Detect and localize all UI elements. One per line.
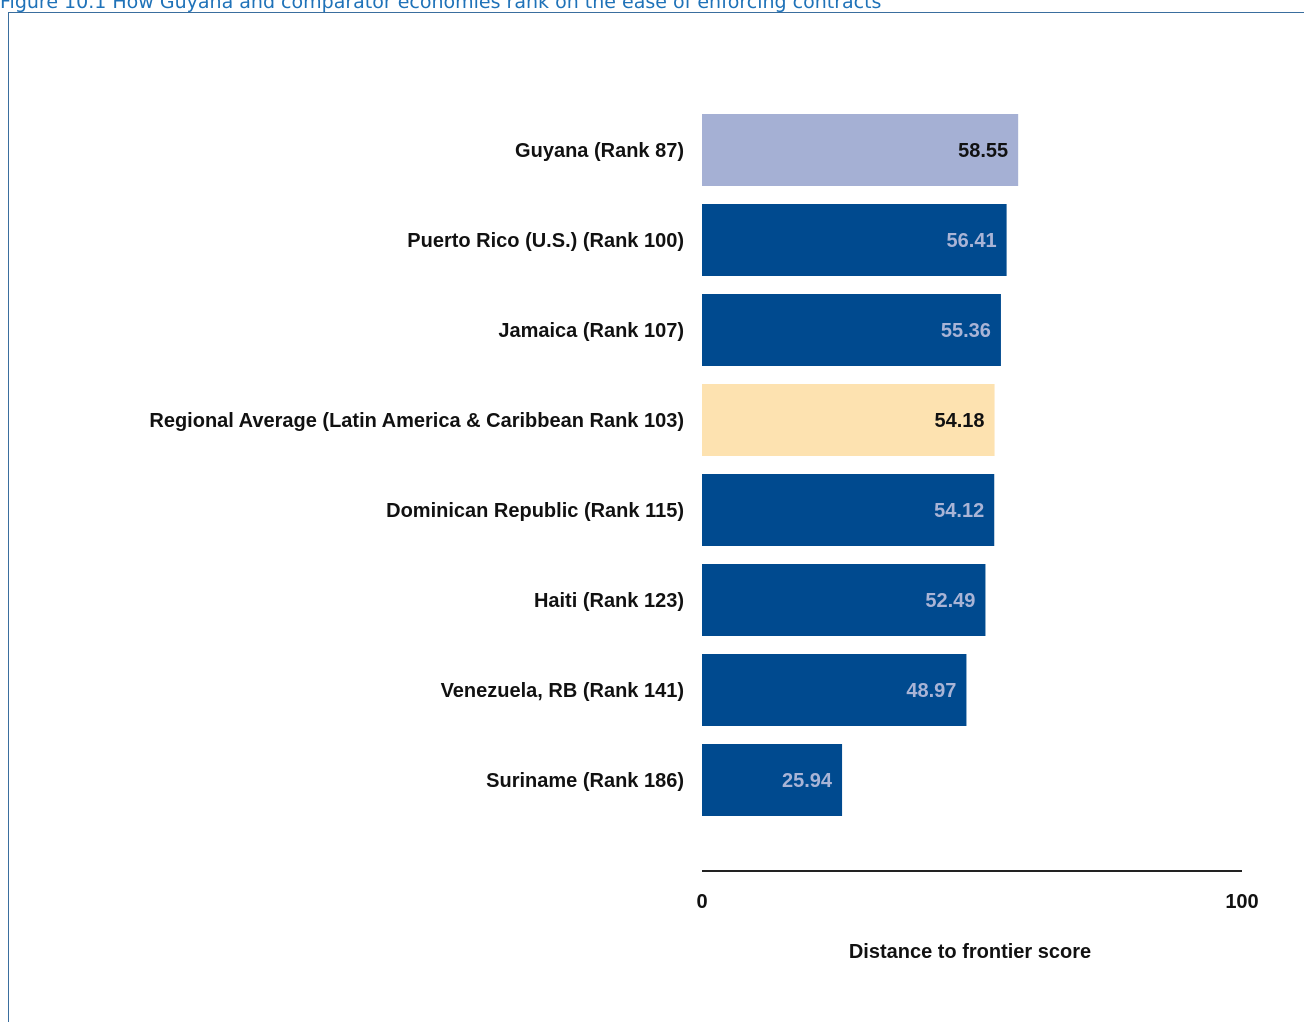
value-label: 25.94 (782, 770, 833, 792)
category-label: Suriname (Rank 186) (486, 770, 684, 792)
value-label: 58.55 (958, 140, 1008, 162)
x-tick-label: 100 (1225, 891, 1258, 913)
category-label: Guyana (Rank 87) (515, 140, 684, 162)
x-axis-title: Distance to frontier score (849, 941, 1091, 963)
category-label: Haiti (Rank 123) (534, 590, 684, 612)
category-label: Regional Average (Latin America & Caribb… (149, 410, 684, 432)
figure-frame (8, 12, 1304, 1022)
bar (702, 204, 1007, 276)
value-label: 52.49 (925, 590, 975, 612)
bar (702, 474, 995, 546)
figure-caption: Figure 10.1 How Guyana and comparator ec… (0, 0, 882, 13)
category-label: Venezuela, RB (Rank 141) (441, 680, 684, 702)
bars-layer: Guyana (Rank 87) 58.55 Puerto Rico (U.S.) … (149, 114, 1019, 816)
bar (702, 654, 967, 726)
category-label: Jamaica (Rank 107) (498, 320, 684, 342)
bar (702, 384, 995, 456)
value-label: 56.41 (947, 230, 997, 252)
x-tick-label: 0 (696, 891, 707, 913)
value-label: 54.18 (935, 410, 985, 432)
bar (702, 294, 1001, 366)
value-label: 54.12 (934, 500, 984, 522)
value-label: 48.97 (906, 680, 956, 702)
x-axis: 0 100 Distance to frontier score (696, 870, 1259, 963)
value-label: 55.36 (941, 320, 991, 342)
category-label: Puerto Rico (U.S.) (Rank 100) (407, 230, 684, 252)
category-label: Dominican Republic (Rank 115) (386, 500, 684, 522)
bar (702, 744, 843, 816)
bar (702, 114, 1019, 186)
bar (702, 564, 986, 636)
